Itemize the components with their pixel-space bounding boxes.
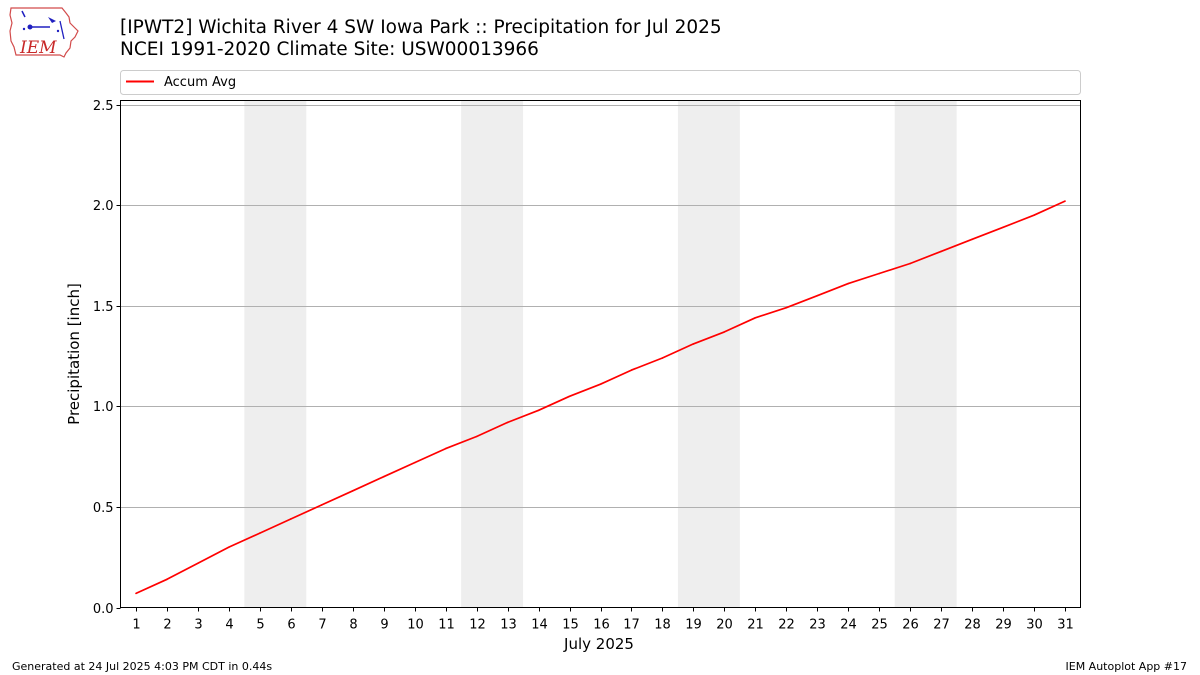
data-point-0-20 bbox=[754, 316, 757, 319]
data-point-0-28 bbox=[1002, 226, 1004, 229]
data-point-0-0 bbox=[135, 592, 137, 595]
weekend-bands bbox=[244, 100, 957, 608]
data-point-0-23 bbox=[847, 282, 850, 285]
weekend-band-0 bbox=[244, 100, 307, 608]
x-tick-label-28: 29 bbox=[995, 618, 1012, 633]
data-point-0-25 bbox=[909, 262, 911, 265]
data-point-0-16 bbox=[630, 369, 633, 371]
data-point-0-30 bbox=[1064, 200, 1066, 202]
chart-title: [IPWT2] Wichita River 4 SW Iowa Park :: … bbox=[120, 17, 722, 38]
weekend-band-1 bbox=[461, 100, 524, 608]
data-point-0-10 bbox=[444, 447, 447, 450]
x-tick-label-7: 8 bbox=[349, 618, 357, 633]
data-point-0-12 bbox=[506, 421, 509, 424]
weekend-band-3 bbox=[894, 100, 957, 608]
y-tick-label-4: 2.0 bbox=[93, 199, 114, 214]
weekend-band-2 bbox=[677, 100, 740, 608]
data-point-0-15 bbox=[599, 383, 602, 385]
x-tick-label-10: 11 bbox=[438, 618, 455, 633]
x-tick-label-11: 12 bbox=[469, 618, 486, 633]
grid-lines bbox=[120, 105, 1081, 508]
data-point-0-21 bbox=[785, 306, 788, 309]
data-point-0-13 bbox=[537, 409, 540, 412]
legend-label-0: Accum Avg bbox=[164, 75, 236, 90]
legend: Accum Avg bbox=[120, 70, 1081, 95]
data-point-0-8 bbox=[382, 475, 385, 478]
data-point-0-29 bbox=[1033, 214, 1035, 216]
y-axis-ticks: 0.0 0.5 1.0 1.5 2.0 2.5 bbox=[93, 99, 121, 617]
y-tick-label-2: 1.0 bbox=[93, 400, 114, 415]
logo-text: IEM bbox=[20, 38, 57, 58]
data-point-0-17 bbox=[661, 357, 664, 359]
x-tick-label-8: 9 bbox=[380, 618, 388, 633]
x-tick-label-27: 28 bbox=[964, 618, 981, 633]
legend-box bbox=[120, 70, 1081, 95]
x-tick-label-22: 23 bbox=[809, 618, 826, 633]
x-axis-ticks: 1 2 3 4 5 6 7 8 9 10 11 12 13 14 15 16 17 18 19 20 21 22 23 24 2… bbox=[132, 607, 1074, 633]
chart-subtitle: NCEI 1991-2020 Climate Site: USW00013966 bbox=[120, 39, 539, 60]
data-point-0-4 bbox=[259, 532, 261, 534]
data-point-0-9 bbox=[413, 461, 416, 464]
data-point-0-22 bbox=[816, 294, 819, 297]
data-point-0-7 bbox=[351, 490, 354, 492]
x-tick-label-20: 21 bbox=[747, 618, 764, 633]
footer-app: IEM Autoplot App #17 bbox=[1065, 660, 1188, 673]
y-tick-label-3: 1.5 bbox=[93, 300, 114, 315]
iowa-map-icon bbox=[9, 7, 79, 58]
data-point-0-26 bbox=[940, 250, 942, 253]
x-tick-label-14: 15 bbox=[562, 618, 579, 633]
plot-frame bbox=[120, 100, 1081, 608]
y-axis-label: Precipitation [inch] bbox=[65, 283, 83, 425]
x-tick-label-18: 19 bbox=[685, 618, 702, 633]
data-point-0-19 bbox=[723, 331, 726, 333]
data-point-0-18 bbox=[692, 343, 695, 345]
x-tick-label-13: 14 bbox=[531, 618, 548, 633]
x-tick-label-9: 10 bbox=[407, 618, 424, 633]
x-tick-label-25: 26 bbox=[902, 618, 919, 633]
x-tick-label-0: 1 bbox=[132, 618, 140, 633]
x-tick-label-6: 7 bbox=[318, 618, 326, 633]
x-tick-label-2: 3 bbox=[194, 618, 202, 633]
x-tick-label-17: 18 bbox=[654, 618, 671, 633]
iem-logo: IEM bbox=[8, 5, 80, 60]
x-tick-label-29: 30 bbox=[1026, 618, 1043, 633]
x-tick-label-1: 2 bbox=[163, 618, 171, 633]
x-tick-label-4: 5 bbox=[256, 618, 264, 633]
footer-generated: Generated at 24 Jul 2025 4:03 PM CDT in … bbox=[12, 660, 273, 673]
y-tick-label-5: 2.5 bbox=[93, 99, 114, 114]
x-tick-label-21: 22 bbox=[778, 618, 795, 633]
data-point-0-3 bbox=[228, 546, 230, 548]
data-point-0-6 bbox=[320, 504, 323, 506]
x-tick-label-30: 31 bbox=[1057, 618, 1074, 633]
y-tick-label-0: 0.0 bbox=[93, 602, 114, 617]
x-tick-label-3: 4 bbox=[225, 618, 233, 633]
x-tick-label-15: 16 bbox=[593, 618, 610, 633]
data-point-0-5 bbox=[290, 518, 292, 520]
series-layer bbox=[135, 200, 1066, 595]
chart-title-block: [IPWT2] Wichita River 4 SW Iowa Park :: … bbox=[120, 17, 722, 61]
x-tick-label-24: 25 bbox=[871, 618, 888, 633]
data-point-0-14 bbox=[568, 395, 571, 398]
y-tick-label-1: 0.5 bbox=[93, 501, 114, 516]
data-point-0-11 bbox=[475, 435, 478, 438]
x-axis-label: July 2025 bbox=[563, 635, 634, 653]
x-tick-label-12: 13 bbox=[500, 618, 517, 633]
x-tick-label-5: 6 bbox=[287, 618, 295, 633]
x-tick-label-16: 17 bbox=[623, 618, 640, 633]
data-point-0-1 bbox=[166, 578, 168, 581]
x-tick-label-23: 24 bbox=[840, 618, 857, 633]
x-tick-label-26: 27 bbox=[933, 618, 950, 633]
x-tick-label-19: 20 bbox=[716, 618, 733, 633]
data-point-0-24 bbox=[878, 272, 881, 275]
data-point-0-2 bbox=[197, 562, 199, 565]
data-point-0-27 bbox=[971, 238, 973, 241]
